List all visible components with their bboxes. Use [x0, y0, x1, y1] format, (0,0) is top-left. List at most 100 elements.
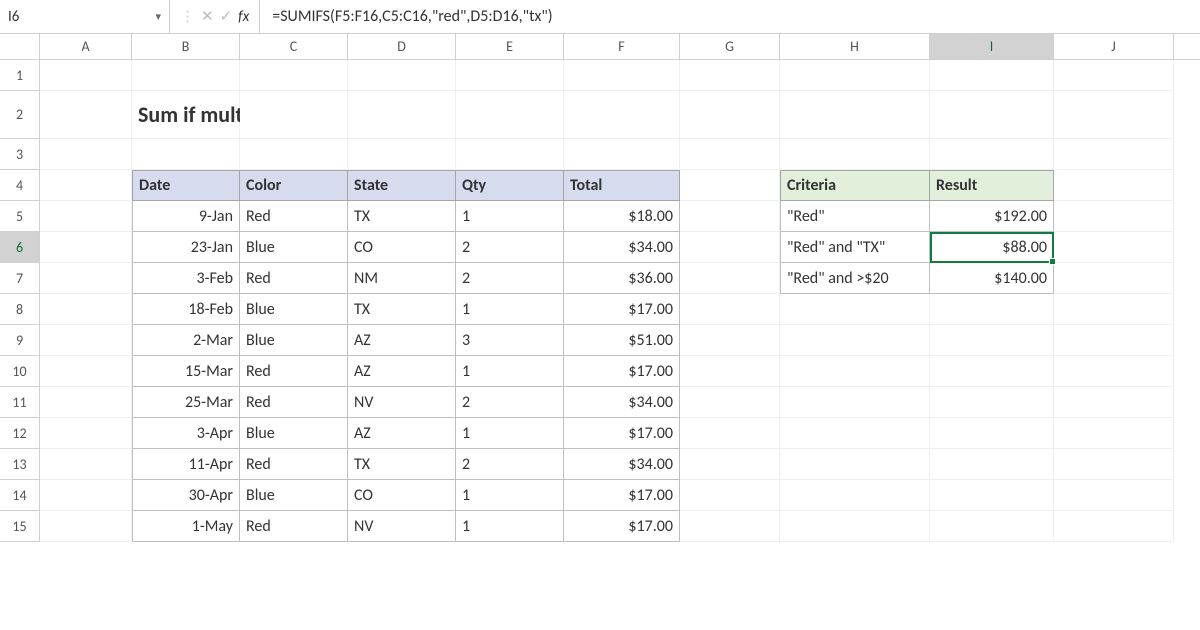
cell[interactable] [1054, 449, 1174, 480]
table-cell[interactable]: CO [348, 232, 456, 263]
cell[interactable] [780, 511, 930, 542]
table-header-state[interactable]: State [348, 170, 456, 201]
cell[interactable] [40, 263, 132, 294]
cell[interactable] [1054, 387, 1174, 418]
criteria-cell[interactable]: "Red" and >$20 [780, 263, 930, 294]
table-cell[interactable]: $18.00 [564, 201, 680, 232]
col-header-H[interactable]: H [780, 34, 930, 59]
cancel-icon[interactable]: ✕ [201, 7, 214, 26]
cell[interactable] [780, 60, 930, 91]
cell[interactable] [40, 294, 132, 325]
cell[interactable] [40, 418, 132, 449]
table-cell[interactable]: Blue [240, 325, 348, 356]
cell[interactable] [930, 387, 1054, 418]
table-cell[interactable]: 1 [456, 480, 564, 511]
cell[interactable] [780, 91, 930, 139]
cell[interactable] [240, 91, 348, 139]
cell[interactable] [680, 449, 780, 480]
cell[interactable] [40, 449, 132, 480]
table-cell[interactable]: Red [240, 511, 348, 542]
table-cell[interactable]: $34.00 [564, 449, 680, 480]
table-cell[interactable]: 1-May [132, 511, 240, 542]
col-header-E[interactable]: E [456, 34, 564, 59]
cell[interactable] [680, 480, 780, 511]
table-cell[interactable]: 2 [456, 263, 564, 294]
criteria-cell[interactable]: "Red" and "TX" [780, 232, 930, 263]
row-header[interactable]: 1 [0, 60, 40, 91]
table-cell[interactable]: Red [240, 263, 348, 294]
row-header[interactable]: 9 [0, 325, 40, 356]
table-cell[interactable]: Red [240, 387, 348, 418]
col-header-A[interactable]: A [40, 34, 132, 59]
cell[interactable] [40, 91, 132, 139]
cell[interactable] [780, 387, 930, 418]
table-cell[interactable]: Blue [240, 480, 348, 511]
table-cell[interactable]: 3-Feb [132, 263, 240, 294]
table-cell[interactable]: 3-Apr [132, 418, 240, 449]
row-header[interactable]: 7 [0, 263, 40, 294]
table-cell[interactable]: NV [348, 387, 456, 418]
table-cell[interactable]: Blue [240, 232, 348, 263]
table-cell[interactable]: 11-Apr [132, 449, 240, 480]
table-cell[interactable]: Red [240, 201, 348, 232]
cell[interactable] [780, 418, 930, 449]
cell[interactable] [40, 480, 132, 511]
cell[interactable] [40, 170, 132, 201]
row-header[interactable]: 10 [0, 356, 40, 387]
cell[interactable] [680, 91, 780, 139]
table-cell[interactable]: Blue [240, 294, 348, 325]
cell[interactable] [780, 294, 930, 325]
cell[interactable] [780, 139, 930, 170]
cell[interactable] [40, 201, 132, 232]
cell[interactable] [930, 60, 1054, 91]
table-cell[interactable]: 25-Mar [132, 387, 240, 418]
table-cell[interactable]: Blue [240, 418, 348, 449]
cell[interactable] [1054, 201, 1174, 232]
table-cell[interactable]: $17.00 [564, 480, 680, 511]
cell[interactable] [1054, 60, 1174, 91]
cell[interactable] [132, 139, 240, 170]
col-header-J[interactable]: J [1054, 34, 1174, 59]
cell[interactable] [680, 170, 780, 201]
row-header[interactable]: 14 [0, 480, 40, 511]
cell[interactable] [930, 139, 1054, 170]
cell[interactable] [930, 449, 1054, 480]
cell[interactable] [564, 91, 680, 139]
cell[interactable] [1054, 294, 1174, 325]
cell[interactable] [40, 139, 132, 170]
table-cell[interactable]: AZ [348, 356, 456, 387]
table-cell[interactable]: 3 [456, 325, 564, 356]
cell[interactable] [930, 91, 1054, 139]
cell[interactable] [456, 91, 564, 139]
table-cell[interactable]: TX [348, 201, 456, 232]
table-cell[interactable]: 1 [456, 418, 564, 449]
table-cell[interactable]: $17.00 [564, 356, 680, 387]
cell[interactable] [1054, 232, 1174, 263]
cell[interactable] [680, 232, 780, 263]
col-header-C[interactable]: C [240, 34, 348, 59]
table-header-color[interactable]: Color [240, 170, 348, 201]
cell[interactable]: Sum if multiple criteria [132, 91, 240, 139]
cell[interactable] [240, 60, 348, 91]
cell[interactable] [680, 511, 780, 542]
table-cell[interactable]: CO [348, 480, 456, 511]
cell[interactable] [456, 139, 564, 170]
cell[interactable] [40, 232, 132, 263]
table-header-total[interactable]: Total [564, 170, 680, 201]
table-cell[interactable]: 2 [456, 232, 564, 263]
fx-icon[interactable]: fx [238, 8, 249, 26]
table-cell[interactable]: 30-Apr [132, 480, 240, 511]
cell[interactable] [40, 356, 132, 387]
table-cell[interactable]: TX [348, 294, 456, 325]
cell[interactable] [1054, 139, 1174, 170]
table-cell[interactable]: Red [240, 449, 348, 480]
criteria-cell[interactable]: "Red" [780, 201, 930, 232]
cell[interactable] [780, 325, 930, 356]
table-cell[interactable]: AZ [348, 418, 456, 449]
cell[interactable] [930, 294, 1054, 325]
table-cell[interactable]: 9-Jan [132, 201, 240, 232]
table-cell[interactable]: $36.00 [564, 263, 680, 294]
cell[interactable] [780, 356, 930, 387]
cell[interactable] [1054, 170, 1174, 201]
table-cell[interactable]: AZ [348, 325, 456, 356]
